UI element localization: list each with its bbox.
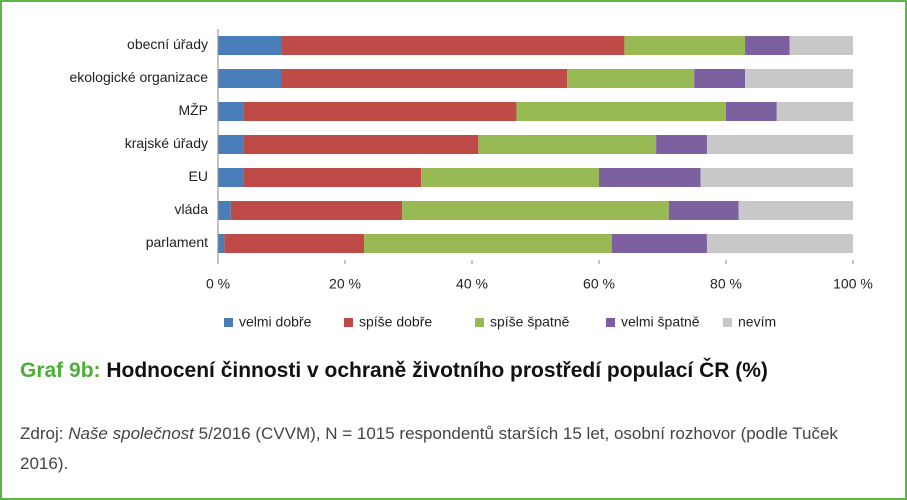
y-tick-label: ekologické organizace	[69, 69, 208, 85]
bar-segment	[243, 102, 517, 121]
bar-segment	[218, 201, 231, 220]
source-prefix: Zdroj:	[20, 424, 64, 443]
bar-segment	[516, 102, 726, 121]
legend-label: spíše dobře	[359, 314, 432, 330]
legend-swatch	[606, 318, 615, 327]
bar-segment	[726, 102, 777, 121]
bar-segment	[218, 135, 244, 154]
legend-label: velmi dobře	[239, 314, 312, 330]
bar-segment	[218, 234, 225, 253]
legend-swatch	[475, 318, 484, 327]
legend-swatch	[723, 318, 732, 327]
bar-segment	[624, 36, 746, 55]
bar-segment	[694, 69, 746, 88]
legend-label: velmi špatně	[621, 314, 700, 330]
bar-segment	[243, 168, 422, 187]
bar-segment	[364, 234, 612, 253]
caption-title: Hodnocení činnosti v ochraně životního p…	[106, 359, 768, 382]
bar-segment	[281, 69, 568, 88]
bar-segment	[745, 36, 790, 55]
bar-segment	[656, 135, 707, 154]
y-tick-label: parlament	[146, 234, 208, 250]
y-tick-label: krajské úřady	[125, 135, 208, 151]
bar-segment	[599, 168, 701, 187]
bar-segment	[706, 234, 853, 253]
bar-segment	[224, 234, 365, 253]
x-tick-label: 20 %	[329, 276, 361, 292]
bar-segment	[230, 201, 403, 220]
bar-segment	[243, 135, 479, 154]
source-rest: 5/2016 (CVVM), N = 1015 respondentů star…	[20, 424, 838, 473]
bar-segment	[567, 69, 695, 88]
bar-segment	[421, 168, 599, 187]
x-tick-label: 100 %	[833, 276, 873, 292]
bar-segment	[478, 135, 657, 154]
caption: Graf 9b: Hodnocení činnosti v ochraně ži…	[20, 357, 880, 385]
bar-segment	[218, 69, 282, 88]
legend-label: spíše špatně	[490, 314, 570, 330]
bar-segment	[706, 135, 853, 154]
bar-segment	[789, 36, 853, 55]
x-tick-label: 0 %	[206, 276, 230, 292]
x-tick-label: 60 %	[583, 276, 615, 292]
bar-segment	[745, 69, 853, 88]
chart: obecní úřady ekologické organizace MŽP kraj…	[69, 29, 873, 330]
bar-segment	[668, 201, 739, 220]
y-tick-label: MŽP	[178, 102, 208, 118]
bar-segment	[218, 102, 244, 121]
x-tick-label: 80 %	[710, 276, 742, 292]
y-tick-label: EU	[189, 168, 208, 184]
source: Zdroj: Naše společnost 5/2016 (CVVM), N …	[20, 419, 890, 479]
legend-swatch	[344, 318, 353, 327]
bar-segment	[281, 36, 625, 55]
bar-segment	[611, 234, 707, 253]
y-tick-label: obecní úřady	[127, 36, 208, 52]
bar-segment	[776, 102, 853, 121]
source-publication: Naše společnost	[68, 424, 194, 443]
bar-segment	[218, 168, 244, 187]
bar-segment	[402, 201, 669, 220]
x-tick-label: 40 %	[456, 276, 488, 292]
legend-swatch	[224, 318, 233, 327]
bar-segment	[738, 201, 853, 220]
caption-label: Graf 9b:	[20, 359, 101, 382]
legend-label: nevím	[738, 314, 776, 330]
y-tick-label: vláda	[175, 201, 209, 217]
bar-segment	[700, 168, 853, 187]
bar-segment	[218, 36, 282, 55]
